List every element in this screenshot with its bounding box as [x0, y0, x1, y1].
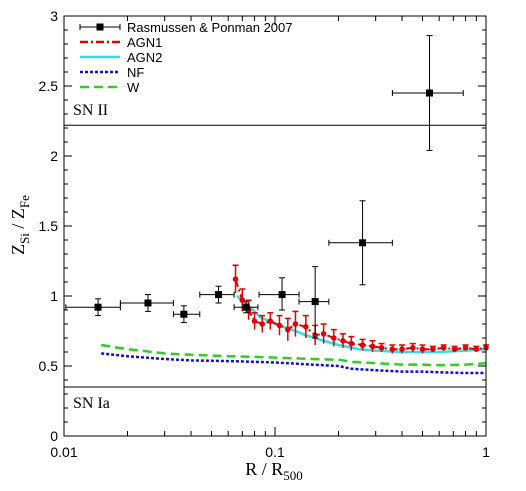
legend-entry: NF: [80, 65, 144, 80]
legend-label: Rasmussen & Ponman 2007: [127, 20, 292, 35]
observed-point-group: [199, 285, 235, 304]
observed-point-group: [258, 277, 300, 311]
observed-point: [278, 291, 286, 299]
legend-label: AGN1: [127, 35, 162, 50]
series-point-agn1: [440, 345, 447, 351]
y-tick-label: 2.5: [39, 78, 59, 94]
x-tick-label: 1: [482, 444, 490, 460]
series-point-agn1: [259, 321, 266, 327]
series-point-agn1: [292, 321, 299, 327]
observed-point-group: [233, 301, 259, 314]
series-point-agn1: [462, 345, 469, 351]
series-point-agn1: [251, 318, 258, 325]
annotation-sn-ii: SN II: [73, 102, 108, 119]
observed-data: [65, 35, 464, 339]
observed-point: [311, 298, 319, 306]
observed-point-group: [172, 305, 201, 324]
series-point-agn1: [389, 346, 396, 353]
series-line-nf: [101, 352, 486, 375]
y-axis-label: ZSi / ZFe: [8, 195, 32, 255]
observed-point-group: [65, 298, 121, 317]
annotation-sn-ia: SN Ia: [73, 395, 110, 412]
x-tick-label: 0.1: [265, 444, 285, 460]
series-point-agn1: [348, 340, 355, 347]
y-tick-label: 1.5: [39, 218, 59, 234]
legend-entry: W: [80, 80, 140, 95]
observed-point: [242, 303, 250, 311]
observed-point: [144, 299, 152, 307]
series-point-agn1: [303, 324, 309, 330]
series-point-agn1: [410, 345, 416, 351]
legend-label: NF: [127, 65, 144, 80]
x-tick-label: 0.01: [50, 444, 77, 460]
series-point-agn1: [399, 346, 405, 353]
observed-point-group: [298, 266, 330, 339]
observed-point-group: [328, 200, 393, 286]
y-tick-label: 3: [50, 8, 58, 24]
series-point-agn1: [320, 331, 327, 337]
chart-series: [101, 264, 489, 375]
observed-point: [94, 303, 102, 311]
observed-point: [180, 310, 188, 318]
legend-entry: AGN1: [80, 35, 162, 50]
legend-label: W: [127, 80, 140, 95]
series-line-agn2: [236, 295, 487, 354]
series-point-agn1: [369, 343, 376, 350]
y-tick-label: 2: [50, 148, 58, 164]
y-tick-label: 0.5: [39, 358, 59, 374]
observed-point: [215, 291, 223, 299]
legend-entry: AGN2: [80, 50, 162, 65]
legend-entry: Rasmussen & Ponman 2007: [79, 20, 292, 35]
series-point-agn1: [239, 297, 246, 304]
series-point-agn1: [276, 322, 283, 329]
observed-point-group: [119, 294, 174, 312]
series-point-agn1: [430, 346, 436, 353]
series-point-agn1: [378, 345, 385, 351]
observed-point: [426, 89, 434, 97]
series-point-agn1: [451, 346, 458, 353]
y-tick-label: 0: [50, 428, 58, 444]
chart-axes: [63, 15, 487, 437]
series-line-w: [101, 343, 487, 367]
series-line-agn1: [234, 278, 487, 351]
series-point-agn1: [232, 276, 239, 283]
observed-point: [359, 239, 367, 247]
annotation-lines: [64, 124, 486, 388]
series-point-agn1: [340, 338, 346, 344]
series-point-agn1: [285, 326, 291, 333]
series-point-agn1: [331, 335, 337, 341]
observed-point-group: [391, 35, 464, 151]
series-point-agn1: [419, 346, 426, 353]
legend-label: AGN2: [127, 50, 162, 65]
tick-labels: 0 0.5 1 1.5 2 2.5 3 0.01 0.1 1: [39, 8, 491, 460]
y-tick-label: 1: [50, 288, 58, 304]
series-point-agn1: [473, 346, 480, 353]
x-axis-label: R / R500: [245, 459, 303, 483]
legend-swatch-marker: [96, 23, 104, 31]
series-point-agn1: [359, 342, 366, 348]
series-point-agn1: [267, 318, 274, 325]
